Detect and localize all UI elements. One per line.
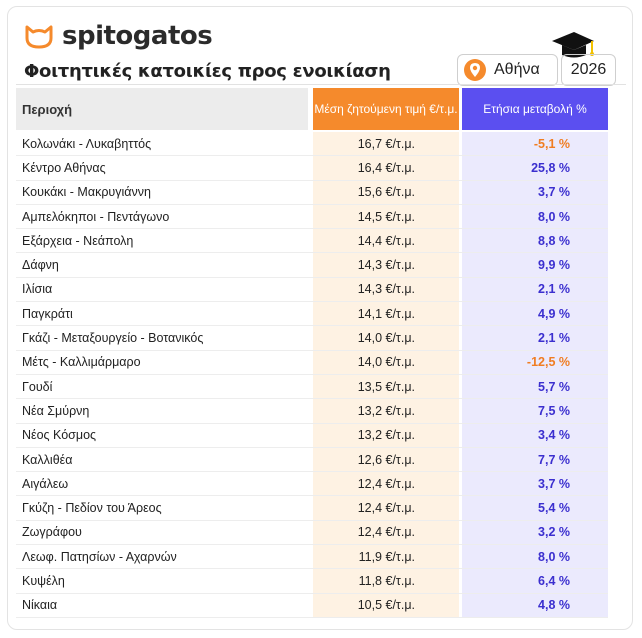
city-selector[interactable]: Αθήνα bbox=[457, 54, 558, 86]
region-cell: Γκάζι - Μεταξουργείο - Βοτανικός bbox=[22, 331, 204, 346]
price-cell: 13,2 €/τ.μ. bbox=[313, 423, 459, 447]
region-cell: Γουδί bbox=[22, 379, 53, 394]
region-cell: Αιγάλεω bbox=[22, 476, 69, 491]
change-cell: 8,0 % bbox=[462, 545, 608, 569]
map-pin-icon bbox=[464, 59, 486, 81]
column-header-change: Ετήσια μεταβολή % bbox=[462, 88, 608, 130]
table-row: Γουδί 13,5 €/τ.μ. 5,7 % bbox=[16, 374, 608, 400]
price-cell: 12,4 €/τ.μ. bbox=[313, 472, 459, 496]
table-row: Μέτς - Καλλιμάρμαρο 14,0 €/τ.μ. -12,5 % bbox=[16, 350, 608, 375]
city-name: Αθήνα bbox=[494, 61, 540, 78]
price-cell: 14,3 €/τ.μ. bbox=[313, 253, 459, 277]
change-cell: 8,8 % bbox=[462, 229, 608, 253]
year-badge: 2026 bbox=[561, 54, 616, 86]
column-header-price: Μέση ζητούμενη τιμή €/τ.μ. bbox=[313, 88, 459, 130]
change-cell: 3,4 % bbox=[462, 423, 608, 447]
change-cell: -12,5 % bbox=[462, 350, 608, 374]
region-cell: Ιλίσια bbox=[22, 282, 53, 297]
region-cell: Νίκαια bbox=[22, 598, 58, 613]
change-cell: 5,7 % bbox=[462, 374, 608, 399]
table-header: Περιοχή Μέση ζητούμενη τιμή €/τ.μ. Ετήσι… bbox=[16, 88, 608, 130]
table-row: Αμπελόκηποι - Πεντάγωνο 14,5 €/τ.μ. 8,0 % bbox=[16, 204, 608, 230]
price-cell: 14,0 €/τ.μ. bbox=[313, 350, 459, 374]
table-row: Ζωγράφου 12,4 €/τ.μ. 3,2 % bbox=[16, 520, 608, 546]
table-row: Παγκράτι 14,1 €/τ.μ. 4,9 % bbox=[16, 302, 608, 327]
price-cell: 15,6 €/τ.μ. bbox=[313, 180, 459, 204]
region-cell: Κυψέλη bbox=[22, 573, 65, 588]
price-cell: 13,5 €/τ.μ. bbox=[313, 374, 459, 399]
table-row: Κέντρο Αθήνας 16,4 €/τ.μ. 25,8 % bbox=[16, 156, 608, 181]
change-cell: 4,8 % bbox=[462, 593, 608, 617]
change-cell: 7,7 % bbox=[462, 447, 608, 472]
change-cell: 3,2 % bbox=[462, 520, 608, 545]
table-row: Αιγάλεω 12,4 €/τ.μ. 3,7 % bbox=[16, 472, 608, 497]
price-cell: 10,5 €/τ.μ. bbox=[313, 593, 459, 617]
region-cell: Καλλιθέα bbox=[22, 452, 73, 467]
price-cell: 12,4 €/τ.μ. bbox=[313, 520, 459, 545]
change-cell: 2,1 % bbox=[462, 326, 608, 350]
table-row: Καλλιθέα 12,6 €/τ.μ. 7,7 % bbox=[16, 447, 608, 473]
region-cell: Κουκάκι - Μακρυγιάννη bbox=[22, 185, 151, 200]
change-cell: -5,1 % bbox=[462, 132, 608, 156]
table-row: Λεωφ. Πατησίων - Αχαρνών 11,9 €/τ.μ. 8,0 % bbox=[16, 545, 608, 570]
table-row: Νέα Σμύρνη 13,2 €/τ.μ. 7,5 % bbox=[16, 399, 608, 424]
change-cell: 9,9 % bbox=[462, 253, 608, 277]
region-cell: Λεωφ. Πατησίων - Αχαρνών bbox=[22, 549, 177, 564]
change-cell: 2,1 % bbox=[462, 277, 608, 302]
region-cell: Δάφνη bbox=[22, 258, 59, 273]
table-row: Δάφνη 14,3 €/τ.μ. 9,9 % bbox=[16, 253, 608, 278]
price-cell: 12,4 €/τ.μ. bbox=[313, 496, 459, 520]
table-row: Κυψέλη 11,8 €/τ.μ. 6,4 % bbox=[16, 569, 608, 594]
region-cell: Νέα Σμύρνη bbox=[22, 403, 90, 418]
change-cell: 5,4 % bbox=[462, 496, 608, 520]
price-cell: 12,6 €/τ.μ. bbox=[313, 447, 459, 472]
change-cell: 8,0 % bbox=[462, 204, 608, 229]
region-cell: Γκύζη - Πεδίον του Άρεος bbox=[22, 501, 162, 516]
region-cell: Νέος Κόσμος bbox=[22, 428, 97, 443]
price-cell: 14,3 €/τ.μ. bbox=[313, 277, 459, 302]
price-cell: 14,5 €/τ.μ. bbox=[313, 204, 459, 229]
price-cell: 11,9 €/τ.μ. bbox=[313, 545, 459, 569]
region-cell: Παγκράτι bbox=[22, 306, 73, 321]
table-body: Κολωνάκι - Λυκαβηττός 16,7 €/τ.μ. -5,1 % Κέ… bbox=[16, 132, 608, 618]
table-row: Γκάζι - Μεταξουργείο - Βοτανικός 14,0 €/τ… bbox=[16, 326, 608, 351]
column-header-region: Περιοχή bbox=[16, 88, 308, 130]
cat-head-icon bbox=[25, 25, 53, 49]
price-cell: 14,0 €/τ.μ. bbox=[313, 326, 459, 350]
price-cell: 14,4 €/τ.μ. bbox=[313, 229, 459, 253]
table-row: Γκύζη - Πεδίον του Άρεος 12,4 €/τ.μ. 5,4 % bbox=[16, 496, 608, 521]
brand-logo[interactable]: spitogatos bbox=[24, 21, 213, 51]
region-cell: Αμπελόκηποι - Πεντάγωνο bbox=[22, 209, 170, 224]
price-cell: 16,4 €/τ.μ. bbox=[313, 156, 459, 180]
region-cell: Κέντρο Αθήνας bbox=[22, 160, 106, 175]
table-row: Κολωνάκι - Λυκαβηττός 16,7 €/τ.μ. -5,1 % bbox=[16, 132, 608, 157]
region-cell: Μέτς - Καλλιμάρμαρο bbox=[22, 355, 141, 370]
table-row: Ιλίσια 14,3 €/τ.μ. 2,1 % bbox=[16, 277, 608, 303]
table-row: Νίκαια 10,5 €/τ.μ. 4,8 % bbox=[16, 593, 608, 618]
region-cell: Ζωγράφου bbox=[22, 525, 82, 540]
brand-name: spitogatos bbox=[62, 21, 213, 51]
table-row: Νέος Κόσμος 13,2 €/τ.μ. 3,4 % bbox=[16, 423, 608, 448]
table-row: Εξάρχεια - Νεάπολη 14,4 €/τ.μ. 8,8 % bbox=[16, 229, 608, 254]
page-subtitle: Φοιτητικές κατοικίες προς ενοικίαση bbox=[24, 61, 391, 82]
change-cell: 3,7 % bbox=[462, 472, 608, 496]
region-cell: Εξάρχεια - Νεάπολη bbox=[22, 233, 134, 248]
region-cell: Κολωνάκι - Λυκαβηττός bbox=[22, 136, 152, 151]
change-cell: 4,9 % bbox=[462, 302, 608, 326]
price-cell: 16,7 €/τ.μ. bbox=[313, 132, 459, 156]
price-cell: 13,2 €/τ.μ. bbox=[313, 399, 459, 423]
table-row: Κουκάκι - Μακρυγιάννη 15,6 €/τ.μ. 3,7 % bbox=[16, 180, 608, 205]
change-cell: 7,5 % bbox=[462, 399, 608, 423]
header-divider bbox=[16, 84, 626, 85]
price-cell: 11,8 €/τ.μ. bbox=[313, 569, 459, 593]
price-cell: 14,1 €/τ.μ. bbox=[313, 302, 459, 326]
change-cell: 25,8 % bbox=[462, 156, 608, 180]
change-cell: 3,7 % bbox=[462, 180, 608, 204]
change-cell: 6,4 % bbox=[462, 569, 608, 593]
